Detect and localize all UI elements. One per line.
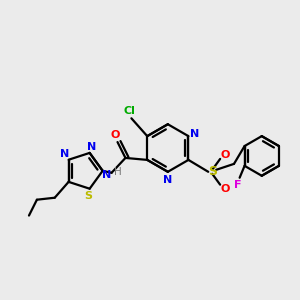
Text: N: N [102,170,111,180]
Text: F: F [234,180,242,190]
Text: S: S [85,190,93,201]
Text: O: O [220,150,230,160]
Text: N: N [60,149,69,159]
Text: N: N [163,175,172,185]
Text: O: O [111,130,120,140]
Text: N: N [190,129,199,139]
Text: S: S [208,165,217,178]
Text: H: H [114,167,122,177]
Text: N: N [87,142,96,152]
Text: O: O [220,184,230,194]
Text: Cl: Cl [124,106,135,116]
